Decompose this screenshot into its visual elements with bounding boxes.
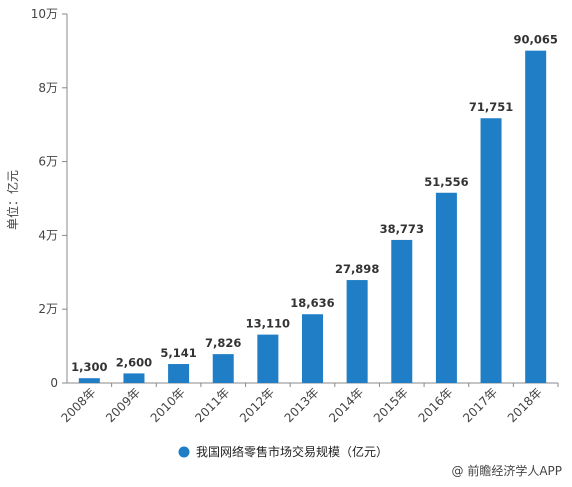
x-tick-label: 2012年 (237, 385, 277, 425)
x-tick-label: 2010年 (148, 385, 188, 425)
x-tick-label: 2018年 (505, 385, 545, 425)
data-label: 1,300 (71, 360, 107, 374)
y-tick-label: 10万 (31, 7, 58, 21)
x-tick-label: 2016年 (416, 385, 456, 425)
x-tick-label: 2008年 (58, 385, 98, 425)
y-tick-label: 8万 (38, 81, 58, 95)
data-label: 38,773 (380, 222, 424, 236)
x-tick-label: 2009年 (103, 385, 143, 425)
legend-swatch (178, 446, 190, 458)
x-tick-label: 2011年 (192, 385, 232, 425)
data-label: 51,556 (424, 175, 468, 189)
legend: 我国网络零售市场交易规模（亿元） (178, 444, 388, 459)
bar (78, 378, 100, 383)
y-axis-label: 单位：亿元 (5, 170, 20, 230)
x-tick-label: 2014年 (326, 385, 366, 425)
x-tick-label: 2013年 (282, 385, 322, 425)
bar (212, 354, 234, 383)
bar (435, 192, 457, 383)
bar (525, 50, 547, 383)
data-label: 71,751 (469, 100, 513, 114)
bar (346, 280, 368, 383)
bar (391, 239, 413, 383)
bar (480, 118, 502, 384)
x-tick-label: 2015年 (371, 385, 411, 425)
legend-label: 我国网络零售市场交易规模（亿元） (196, 444, 388, 459)
data-label: 90,065 (513, 33, 557, 47)
data-label: 27,898 (335, 262, 379, 276)
data-label: 7,826 (205, 336, 241, 350)
data-label: 5,141 (160, 346, 196, 360)
bar (123, 373, 145, 383)
y-tick-label: 2万 (38, 302, 58, 316)
y-tick-label: 0 (50, 376, 58, 390)
bar (302, 314, 323, 383)
x-tick-label: 2017年 (460, 385, 500, 425)
y-tick-label: 4万 (38, 228, 58, 242)
bar (257, 334, 279, 383)
bar (168, 364, 190, 383)
data-label: 18,636 (290, 296, 334, 310)
data-label: 13,110 (246, 317, 290, 331)
data-label: 2,600 (116, 355, 152, 369)
y-tick-label: 6万 (38, 155, 58, 169)
credit-text: @ 前瞻经济学人APP (451, 464, 563, 478)
